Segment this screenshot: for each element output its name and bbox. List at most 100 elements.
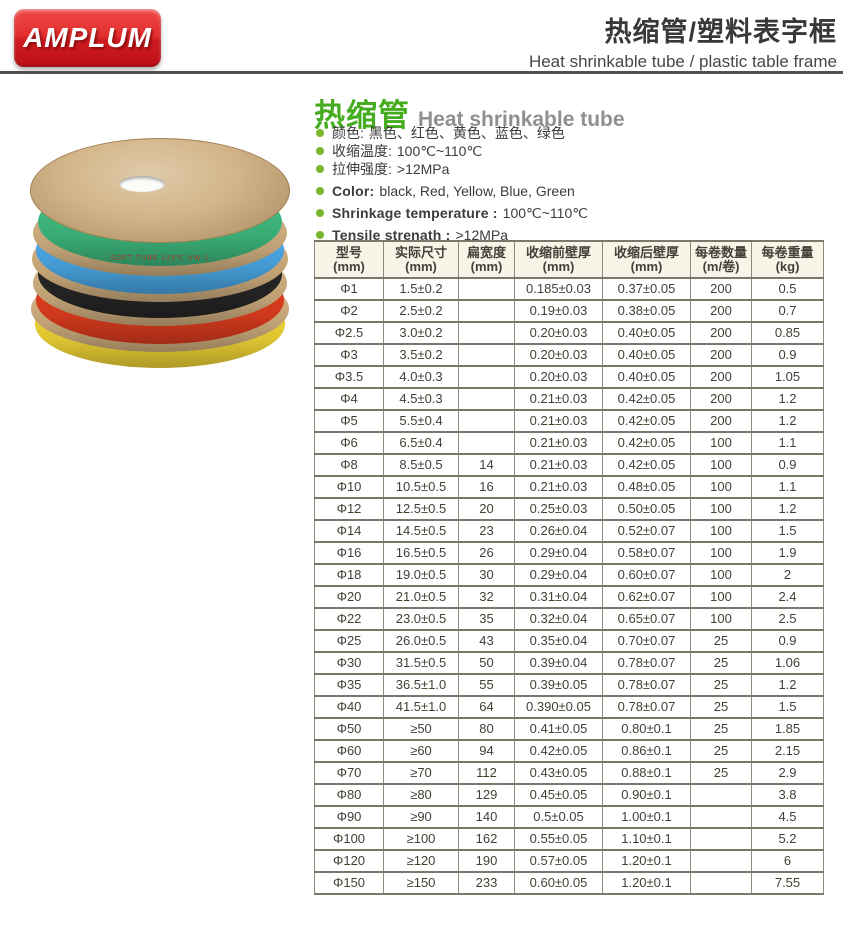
bullet-item: 拉伸强度: >12MPa <box>314 160 588 178</box>
table-row: Φ1 1.5±0.2 0.185±0.03 0.37±0.05 200 0.5 <box>314 277 824 301</box>
table-cell: Φ6 <box>314 431 384 455</box>
table-cell: Φ16 <box>314 541 384 565</box>
table-cell: 0.7 <box>751 299 824 323</box>
bullet-list: 颜色: 黑色、红色、黄色、蓝色、绿色 收缩温度: 100℃~110℃ 拉伸强度: >12M… <box>314 124 588 244</box>
table-cell: 0.55±0.05 <box>514 827 603 851</box>
table-cell <box>690 827 752 851</box>
table-cell: 4.5±0.3 <box>383 387 459 411</box>
table-cell: ≥120 <box>383 849 459 873</box>
table-cell: 0.90±0.1 <box>602 783 691 807</box>
table-cell: 2.5±0.2 <box>383 299 459 323</box>
table-cell: 32 <box>458 585 515 609</box>
table-cell: 3.5±0.2 <box>383 343 459 367</box>
table-row: Φ35 36.5±1.0 55 0.39±0.05 0.78±0.07 25 1.2 <box>314 673 824 697</box>
table-cell: ≥50 <box>383 717 459 741</box>
table-cell: 0.57±0.05 <box>514 849 603 873</box>
table-cell: 36.5±1.0 <box>383 673 459 697</box>
table-cell <box>458 299 515 323</box>
bullet-label: Tensile strenath : <box>332 227 451 243</box>
table-cell: 0.21±0.03 <box>514 431 603 455</box>
table-row: Φ10 10.5±0.5 16 0.21±0.03 0.48±0.05 100 1.1 <box>314 475 824 499</box>
table-cell: 6 <box>751 849 824 873</box>
table-header-cell: 扁宽度 (mm) <box>458 240 515 279</box>
table-cell: 1.00±0.1 <box>602 805 691 829</box>
table-cell: 26 <box>458 541 515 565</box>
table-cell: 1.20±0.1 <box>602 849 691 873</box>
table-cell <box>458 343 515 367</box>
table-cell: 0.41±0.05 <box>514 717 603 741</box>
table-cell: 0.185±0.03 <box>514 277 603 301</box>
product-title-cn: 热缩管 <box>314 98 410 133</box>
table-cell: 1.1 <box>751 431 824 455</box>
table-cell <box>690 783 752 807</box>
table-row: Φ2 2.5±0.2 0.19±0.03 0.38±0.05 200 0.7 <box>314 299 824 323</box>
header-divider <box>0 71 843 74</box>
table-cell: 43 <box>458 629 515 653</box>
table-row: Φ14 14.5±0.5 23 0.26±0.04 0.52±0.07 100 1.5 <box>314 519 824 543</box>
table-cell: 23 <box>458 519 515 543</box>
bullet-value: 100℃~110℃ <box>502 205 588 221</box>
table-cell: Φ10 <box>314 475 384 499</box>
table-cell <box>458 365 515 389</box>
product-title-en: Heat shrinkable tube <box>418 108 625 131</box>
table-cell: Φ1 <box>314 277 384 301</box>
table-cell: 0.42±0.05 <box>514 739 603 763</box>
table-cell: ≥70 <box>383 761 459 785</box>
table-row: Φ60 ≥60 94 0.42±0.05 0.86±0.1 25 2.15 <box>314 739 824 763</box>
table-cell: 1.2 <box>751 673 824 697</box>
table-header-cell: 实际尺寸 (mm) <box>383 240 459 279</box>
table-cell: ≥100 <box>383 827 459 851</box>
table-cell: 30 <box>458 563 515 587</box>
table-cell: 100 <box>690 497 752 521</box>
bullet-item: Tensile strenath : >12MPa <box>314 226 588 244</box>
table-cell: 1.05 <box>751 365 824 389</box>
table-cell: 1.06 <box>751 651 824 675</box>
table-cell: 200 <box>690 409 752 433</box>
table-row: Φ2.5 3.0±0.2 0.20±0.03 0.40±0.05 200 0.85 <box>314 321 824 345</box>
table-row: Φ22 23.0±0.5 35 0.32±0.04 0.65±0.07 100 2.5 <box>314 607 824 631</box>
table-cell: 100 <box>690 519 752 543</box>
table-cell: 0.70±0.07 <box>602 629 691 653</box>
table-cell: 2.15 <box>751 739 824 763</box>
table-row: Φ8 8.5±0.5 14 0.21±0.03 0.42±0.05 100 0.9 <box>314 453 824 477</box>
bullet-value: 黑色、红色、黄色、蓝色、绿色 <box>368 125 565 141</box>
bullet-label: 颜色: <box>332 125 364 141</box>
table-cell: 0.9 <box>751 629 824 653</box>
table-cell: 1.20±0.1 <box>602 871 691 895</box>
reel-print-text: SOFT TUBE 125℃ VW-1 <box>110 255 210 262</box>
bullet-dot-icon <box>316 147 324 155</box>
bullet-dot-icon <box>316 165 324 173</box>
table-row: Φ40 41.5±1.0 64 0.390±0.05 0.78±0.07 25 1.5 <box>314 695 824 719</box>
table-cell: 0.35±0.04 <box>514 629 603 653</box>
table-cell: Φ25 <box>314 629 384 653</box>
table-cell: 5.5±0.4 <box>383 409 459 433</box>
table-cell: Φ14 <box>314 519 384 543</box>
table-cell: 55 <box>458 673 515 697</box>
table-cell: Φ150 <box>314 871 384 895</box>
table-cell <box>458 321 515 345</box>
table-cell: 100 <box>690 541 752 565</box>
table-cell: 0.5 <box>751 277 824 301</box>
table-cell: 35 <box>458 607 515 631</box>
table-cell: 140 <box>458 805 515 829</box>
brand-logo-text: AMPLUM <box>23 22 152 53</box>
table-cell: 0.21±0.03 <box>514 475 603 499</box>
bullet-label: 拉伸强度: <box>332 161 392 177</box>
table-header-cell: 收缩后壁厚 (mm) <box>602 240 691 279</box>
table-cell: Φ80 <box>314 783 384 807</box>
table-cell: 1.5 <box>751 695 824 719</box>
table-cell: 190 <box>458 849 515 873</box>
table-cell: 0.86±0.1 <box>602 739 691 763</box>
table-cell: 112 <box>458 761 515 785</box>
table-cell: 2.9 <box>751 761 824 785</box>
table-cell: 25 <box>690 651 752 675</box>
table-cell: 0.45±0.05 <box>514 783 603 807</box>
table-cell: ≥90 <box>383 805 459 829</box>
header-title-en: Heat shrinkable tube / plastic table fra… <box>528 52 837 71</box>
bullet-dot-icon <box>316 187 324 195</box>
table-cell: 0.85 <box>751 321 824 345</box>
table-cell: 0.20±0.03 <box>514 365 603 389</box>
table-cell: 0.78±0.07 <box>602 695 691 719</box>
table-cell: 0.21±0.03 <box>514 409 603 433</box>
table-row: Φ5 5.5±0.4 0.21±0.03 0.42±0.05 200 1.2 <box>314 409 824 433</box>
